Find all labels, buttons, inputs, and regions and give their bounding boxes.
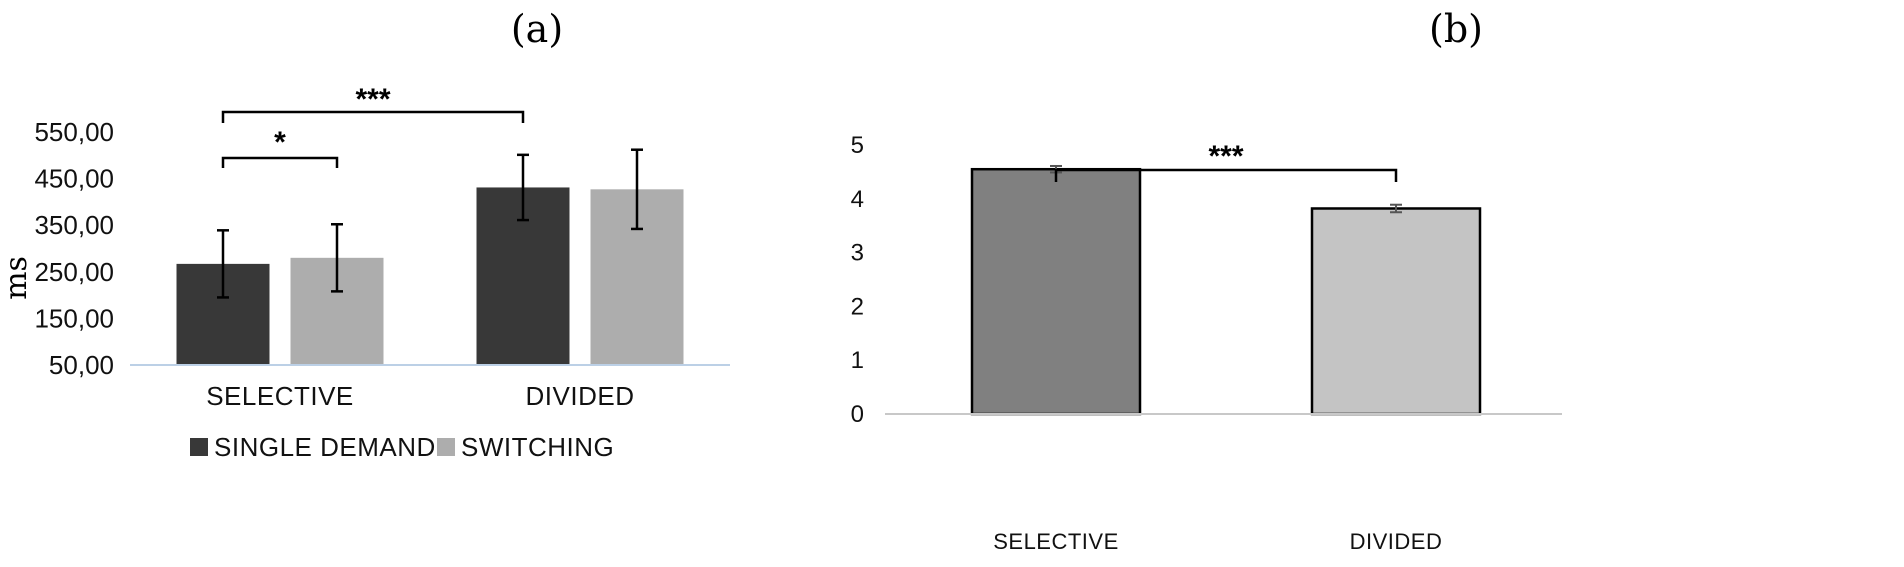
panel-b-significance: *** <box>1054 140 1398 182</box>
panel-a-category-labels: SELECTIVE DIVIDED <box>206 381 634 411</box>
panel-b-category-labels: SELECTIVE DIVIDED <box>993 529 1442 554</box>
category-label: SELECTIVE <box>993 529 1119 554</box>
y-tick-label: 1 <box>851 347 864 374</box>
significance-bracket <box>1054 168 1398 182</box>
significance-bracket <box>221 110 525 123</box>
legend-label: SINGLE DEMAND <box>214 432 436 462</box>
legend-label: SWITCHING <box>461 432 614 462</box>
category-label: SELECTIVE <box>206 381 354 411</box>
y-tick-label: 150,00 <box>34 303 114 333</box>
y-tick-label: 550,00 <box>34 117 114 147</box>
panel-a-label: (a) <box>511 7 563 51</box>
y-tick-label: 350,00 <box>34 210 114 240</box>
legend-swatch <box>437 438 455 456</box>
panel-b-bars <box>970 167 1482 416</box>
panel-b-y-ticks: 0 1 2 3 4 5 <box>851 132 864 428</box>
y-tick-label: 250,00 <box>34 257 114 287</box>
panel-a-significance: **** <box>221 83 525 168</box>
panel-a-legend: SINGLE DEMAND SWITCHING <box>190 432 614 462</box>
significance-label: * <box>274 126 286 159</box>
bar <box>1310 207 1482 416</box>
y-tick-label: 2 <box>851 293 864 320</box>
y-tick-label: 5 <box>851 132 864 159</box>
category-label: DIVIDED <box>1350 529 1443 554</box>
y-tick-label: 50,00 <box>49 350 114 380</box>
panel-a-chart: (a) ms 50,00 150,00 250,00 350,00 450,00 550,… <box>0 7 730 462</box>
panel-a-y-ticks: 50,00 150,00 250,00 350,00 450,00 550,00 <box>34 117 114 380</box>
panel-a-y-axis-label: ms <box>0 256 34 300</box>
y-tick-label: 4 <box>851 186 864 213</box>
y-tick-label: 3 <box>851 240 864 267</box>
significance-bracket <box>221 156 339 168</box>
panel-a-bars <box>176 187 684 365</box>
panel-a-error-bars <box>217 148 643 299</box>
significance-label: *** <box>355 83 390 116</box>
bar <box>970 167 1142 416</box>
y-tick-label: 0 <box>851 401 864 428</box>
legend-swatch <box>190 438 208 456</box>
y-tick-label: 450,00 <box>34 164 114 194</box>
significance-label: *** <box>1208 140 1243 173</box>
category-label: DIVIDED <box>526 381 635 411</box>
panel-b-label: (b) <box>1429 7 1483 51</box>
